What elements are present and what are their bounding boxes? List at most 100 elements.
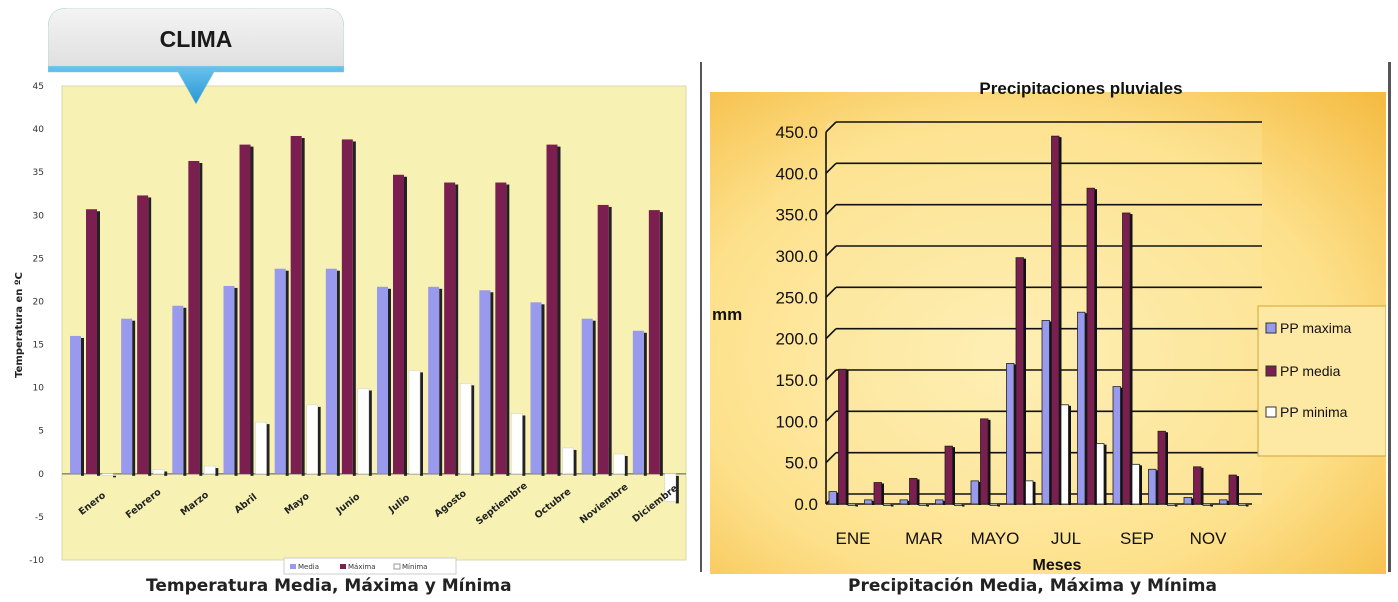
bar-media-agosto bbox=[428, 286, 440, 474]
bar-pp-minima-abr bbox=[954, 503, 963, 506]
bar-shadow bbox=[317, 406, 321, 476]
bar-pp-maxima-jul bbox=[1041, 320, 1050, 505]
bar-media-febrero bbox=[121, 318, 133, 474]
bar-minima-junio bbox=[357, 388, 370, 475]
bar-minima-septiembre bbox=[511, 413, 523, 475]
bar-shadow bbox=[1049, 321, 1052, 505]
bar-shadow bbox=[592, 320, 596, 476]
bar-shadow bbox=[506, 184, 510, 476]
bar-pp-minima-mar bbox=[918, 503, 927, 506]
bar-media-abril bbox=[223, 285, 235, 474]
bar-shadow bbox=[352, 141, 356, 476]
bar-shadow bbox=[1246, 505, 1249, 507]
bar-shadow bbox=[846, 370, 849, 505]
bar-shadow bbox=[1201, 467, 1204, 505]
right-x-tick-label: ENE bbox=[836, 529, 871, 548]
bar-pp-minima-mayo bbox=[989, 503, 998, 506]
right-grid-diag bbox=[825, 452, 837, 464]
legend-swatch-pp-media bbox=[1265, 365, 1277, 377]
bar-shadow bbox=[148, 197, 152, 476]
bar-pp-minima-sep bbox=[1131, 463, 1140, 505]
bar-shadow bbox=[1059, 137, 1062, 505]
bar-minima-diciembre bbox=[664, 473, 677, 502]
bar-minima-enero bbox=[101, 473, 114, 476]
right-x-axis-label: Meses bbox=[1033, 557, 1082, 574]
right-y-tick-label: 350.0 bbox=[775, 206, 818, 225]
bar-minima-octubre bbox=[562, 447, 574, 475]
bar-shadow bbox=[1120, 387, 1123, 505]
bar-shadow bbox=[1236, 476, 1239, 505]
right-chart-title: Precipitaciones pluviales bbox=[979, 79, 1182, 98]
bar-shadow bbox=[1130, 214, 1133, 505]
bar-shadow bbox=[1094, 189, 1097, 506]
bar-shadow bbox=[881, 483, 884, 505]
bar-pp-maxima-dic bbox=[1219, 499, 1228, 505]
bar-shadow bbox=[1165, 432, 1168, 505]
bar-maxima-marzo bbox=[188, 160, 200, 474]
bar-maxima-febrero bbox=[137, 195, 149, 474]
divider bbox=[700, 62, 702, 572]
bar-shadow bbox=[962, 505, 965, 507]
bar-pp-maxima-sep bbox=[1112, 386, 1121, 505]
left-legend: Media Máxima Mínima bbox=[283, 557, 457, 575]
bar-media-mayo bbox=[274, 268, 286, 474]
precipitation-chart: Precipitaciones pluviales 450.0 400.0 350.… bbox=[710, 79, 1386, 574]
bar-shadow bbox=[643, 332, 647, 476]
right-y-tick-label: 0.0 bbox=[794, 495, 818, 514]
bar-shadow bbox=[624, 455, 628, 476]
bar-shadow bbox=[926, 505, 929, 507]
left-y-tick-label: 0 bbox=[38, 470, 44, 480]
bar-shadow bbox=[404, 176, 407, 476]
bar-pp-media-abr bbox=[944, 445, 953, 505]
bar-pp-media-oct bbox=[1157, 430, 1166, 505]
right-caption: Precipitación Media, Máxima y Mínima bbox=[848, 576, 1217, 596]
bar-pp-maxima-nov bbox=[1183, 496, 1192, 505]
bar-shadow bbox=[1104, 444, 1107, 505]
bar-shadow bbox=[81, 337, 84, 476]
bar-maxima-octubre bbox=[546, 144, 558, 474]
bar-maxima-septiembre bbox=[495, 182, 507, 474]
right-grid-diag bbox=[825, 162, 837, 174]
bar-shadow bbox=[113, 475, 116, 478]
bar-pp-maxima-mayo bbox=[970, 480, 979, 505]
bar-pp-maxima-oct bbox=[1148, 468, 1157, 505]
right-y-tick-label: 250.0 bbox=[775, 288, 818, 307]
left-y-tick-label: 15 bbox=[33, 341, 44, 351]
bar-pp-media-mayo bbox=[980, 418, 989, 505]
bar-shadow bbox=[891, 505, 894, 507]
bar-media-diciembre bbox=[632, 330, 644, 474]
bar-shadow bbox=[490, 292, 494, 476]
bar-pp-maxima-ago bbox=[1077, 311, 1086, 505]
right-grid-diag bbox=[825, 369, 837, 381]
divider-right bbox=[1388, 62, 1391, 572]
legend-label-pp-minima: PP minima bbox=[1280, 404, 1348, 420]
bar-pp-minima-feb bbox=[883, 503, 892, 506]
left-y-tick-label: -5 bbox=[35, 513, 44, 523]
left-y-tick-label: 30 bbox=[33, 211, 45, 221]
right-y-tick-label: 150.0 bbox=[775, 371, 818, 390]
legend-swatch-pp-maxima bbox=[1265, 322, 1277, 334]
bar-shadow bbox=[675, 475, 679, 504]
bar-shadow bbox=[301, 137, 305, 476]
bar-maxima-diciembre bbox=[648, 210, 660, 474]
bar-shadow bbox=[97, 211, 100, 476]
right-x-tick-label: JUL bbox=[1051, 529, 1081, 548]
left-y-tick-label: 45 bbox=[33, 82, 44, 92]
left-y-tick-label: 25 bbox=[33, 254, 44, 264]
bar-shadow bbox=[215, 468, 219, 476]
bar-shadow bbox=[336, 270, 340, 476]
bar-pp-media-jun bbox=[1015, 257, 1024, 505]
bar-minima-julio bbox=[408, 370, 421, 475]
bar-shadow bbox=[250, 146, 254, 476]
bar-maxima-abril bbox=[239, 144, 251, 474]
clima-badge-label: CLIMA bbox=[159, 26, 233, 52]
bar-shadow bbox=[943, 500, 946, 505]
bar-pp-minima-jul bbox=[1060, 404, 1069, 505]
bar-pp-media-nov bbox=[1193, 466, 1202, 505]
bar-shadow bbox=[836, 492, 839, 505]
bar-shadow bbox=[1210, 505, 1213, 507]
bar-pp-media-jul bbox=[1051, 135, 1060, 505]
right-y-tick-label: 300.0 bbox=[775, 247, 818, 266]
bar-pp-media-sep bbox=[1122, 212, 1131, 505]
